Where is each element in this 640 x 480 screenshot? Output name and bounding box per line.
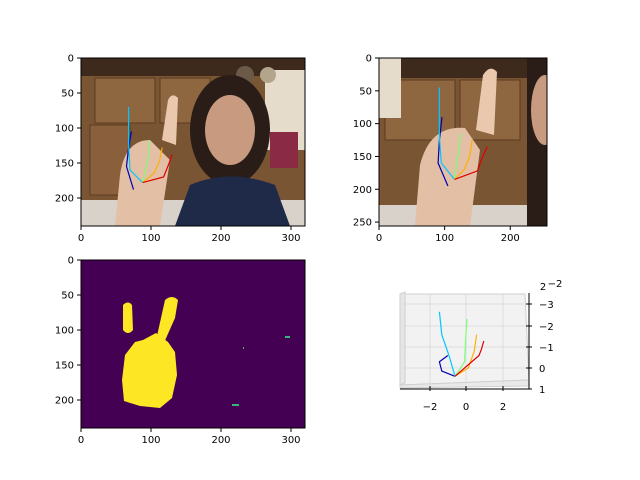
finger-ring-3d [454,334,478,377]
photo-cropped [379,58,547,226]
x-tick-label: 100 [141,435,160,446]
x-tick-label: 200 [211,435,230,446]
axes-frame [80,259,306,429]
y-tick-label: 0 [68,256,74,267]
y-tick-label: −2 [548,279,563,290]
x-tick-label: 200 [501,233,520,244]
finger-ring [142,147,163,184]
hand-skeleton-2d [437,87,488,187]
hand-skeleton-3d [438,311,485,377]
y-tick-label: 0 [68,54,74,65]
z-tick-label: 0 [539,364,545,375]
finger-ring [454,139,473,180]
finger-middle [453,133,461,180]
finger-pinky [142,154,173,184]
pane-left [399,291,406,386]
axes-frame [80,57,306,227]
mask-background [81,260,305,428]
finger-index-3d [438,311,456,377]
finger-index [438,87,455,180]
y-tick-label: 50 [61,89,74,100]
finger-middle-3d [454,319,468,377]
x-tick-label: 300 [281,233,300,244]
axis-ticks: 0 100 200 300 0 50 100 150 200 [55,256,301,447]
x-tick-label: 100 [435,233,454,244]
finger-thumb-3d [438,355,456,377]
y-tick-label: 100 [353,119,372,130]
finger-pinky-3d [454,340,485,377]
x-tick-label: 0 [78,233,84,244]
finger-index [128,107,144,184]
y-tick-label: 100 [55,124,74,135]
y-tick-label: 2 [540,282,546,293]
y-tick-label: 250 [353,218,372,229]
mask-specks [232,336,290,406]
y-tick-label: 200 [353,185,372,196]
hand-skeleton-2d [125,107,173,190]
z-tick-label: −2 [539,322,554,333]
x-tick-label: 0 [463,402,469,413]
x-tick-label: 2 [500,402,506,413]
grid-lines [402,294,527,384]
x-tick-label: 100 [141,233,160,244]
finger-middle [142,140,151,183]
z-tick-label: −1 [539,343,554,354]
axis-ticks: 0 100 200 300 0 50 100 150 200 [55,54,301,245]
z-tick-label: 1 [539,385,545,396]
finger-thumb [125,131,135,190]
photo-rgb [81,58,305,226]
axes-frame [378,57,548,227]
x-tick-label: 0 [78,435,84,446]
x-tick-label: 300 [281,435,300,446]
x-tick-label: −2 [423,402,438,413]
panel-segmentation-mask: 0 100 200 300 0 50 100 150 200 [55,256,306,447]
finger-pinky [454,146,488,180]
y-tick-label: 150 [353,152,372,163]
y-tick-label: 150 [55,159,74,170]
x-tick-label: 0 [376,233,382,244]
y-tick-label: 200 [55,194,74,205]
axis-ticks: 0 100 200 0 50 100 150 200 250 [353,54,520,245]
y-tick-label: 0 [366,54,372,65]
panel-rgb-frame: 0 100 200 300 0 50 100 150 200 [55,54,306,245]
y-tick-label: 50 [359,86,372,97]
finger-thumb [437,117,449,187]
y-tick-label: 50 [61,291,74,302]
y-tick-label: 100 [55,326,74,337]
pane-back [399,293,530,386]
panel-cropped-frame: 0 100 200 0 50 100 150 200 250 [353,54,548,245]
z-tick-label: −3 [539,300,554,311]
y-tick-label: 200 [55,396,74,407]
y-tick-label: 150 [55,361,74,372]
mask-hand-blob [122,297,178,408]
x-tick-label: 200 [211,233,230,244]
